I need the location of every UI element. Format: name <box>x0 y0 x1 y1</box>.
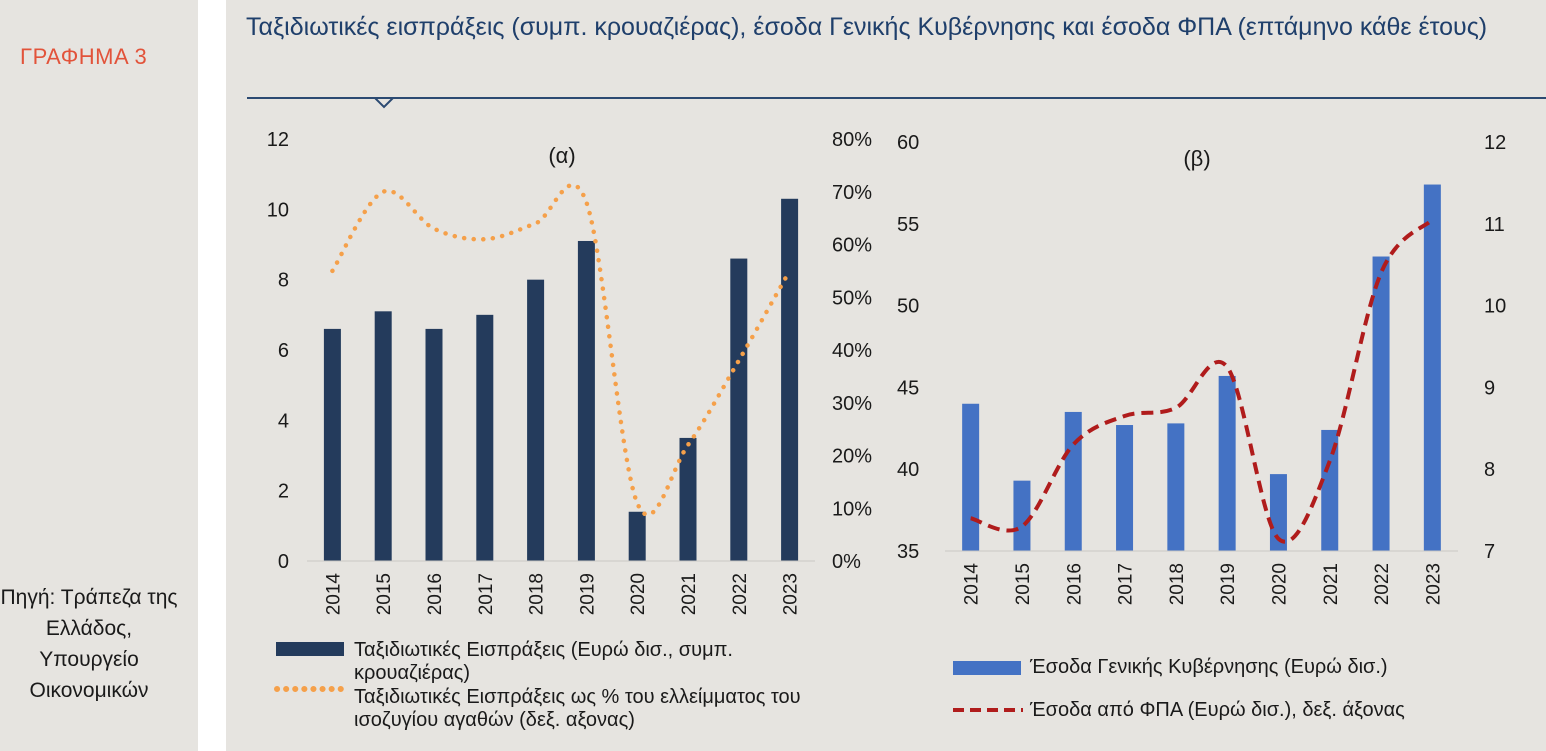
right-axis-tick: 10 <box>1484 296 1506 318</box>
bar <box>628 511 646 561</box>
left-axis-tick: 8 <box>278 270 289 292</box>
right-axis-tick: 50% <box>832 287 872 309</box>
chart-a: (α) 0 2 4 6 8 10 12 0% 10% 20% 30% 40% 50% 60% 70% 80% 20… <box>267 129 872 615</box>
x-axis-year-label: 2023 <box>1423 563 1444 605</box>
bar <box>527 279 545 561</box>
bar <box>1013 480 1031 551</box>
left-axis-tick: 55 <box>897 214 919 236</box>
x-axis-year-label: 2020 <box>1269 563 1290 605</box>
x-axis-year-label: 2022 <box>1372 563 1393 605</box>
right-axis-tick: 30% <box>832 393 872 415</box>
title-rule <box>247 97 1546 109</box>
bar <box>730 258 748 561</box>
x-axis-year-label: 2023 <box>781 573 802 615</box>
x-axis-year-label: 2017 <box>476 573 497 615</box>
right-axis-tick: 20% <box>832 446 872 468</box>
x-axis-year-label: 2016 <box>425 573 446 615</box>
line-series <box>330 182 792 517</box>
right-axis-tick: 11 <box>1484 214 1505 236</box>
x-axis-year-label: 2018 <box>527 573 548 615</box>
bar <box>1321 429 1339 551</box>
left-axis-tick: 50 <box>897 296 919 318</box>
right-axis-tick: 12 <box>1484 132 1506 154</box>
x-axis-year-label: 2017 <box>1116 563 1137 605</box>
bar <box>374 311 392 561</box>
legend-bar-swatch-blue <box>953 661 1021 675</box>
bar <box>425 328 443 561</box>
chart-number-label: ΓΡΑΦΗΜΑ 3 <box>20 44 148 69</box>
x-axis-year-label: 2022 <box>730 573 751 615</box>
left-axis-tick: 6 <box>278 340 289 362</box>
bar <box>323 328 341 561</box>
x-axis-year-label: 2018 <box>1167 563 1188 605</box>
bar <box>476 314 494 561</box>
source-note: Πηγή: Τράπεζα της Ελλάδος, Υπουργείο Οικ… <box>0 586 178 702</box>
bar <box>577 240 595 561</box>
right-axis-tick: 8 <box>1484 459 1495 481</box>
bar <box>1218 375 1236 551</box>
bar <box>1064 411 1082 551</box>
left-axis-tick: 2 <box>278 481 289 503</box>
legend-dotted-swatch <box>274 686 347 692</box>
right-axis-tick: 10% <box>832 498 872 520</box>
left-axis-tick: 60 <box>897 132 919 154</box>
chart-title: Ταξιδιωτικές εισπράξεις (συμπ. κρουαζιέρ… <box>246 13 1488 41</box>
sidebar: ΓΡΑΦΗΜΑ 3 Πηγή: Τράπεζα της Ελλάδος, Υπο… <box>0 0 198 751</box>
right-axis-tick: 70% <box>832 182 872 204</box>
x-axis-year-label: 2016 <box>1064 563 1085 605</box>
bar <box>962 403 980 551</box>
legend-dashed-swatch <box>953 708 1023 712</box>
chart-subtitle: (α) <box>548 143 575 168</box>
x-axis-year-label: 2021 <box>679 573 700 615</box>
left-axis-tick: 10 <box>267 199 289 221</box>
legend-b-series-2: Έσοδα από ΦΠΑ (Ευρώ δισ.), δεξ. άξονας <box>1030 699 1405 721</box>
chart-b: (β) 35 40 45 50 55 60 7 8 9 10 11 12 2014 2015 2016 2017… <box>897 132 1506 605</box>
left-axis-tick: 45 <box>897 377 919 399</box>
bar <box>1423 184 1441 551</box>
bar <box>1269 474 1287 551</box>
x-axis-year-label: 2014 <box>962 563 983 606</box>
x-axis-year-label: 2015 <box>374 573 395 615</box>
legend-bar-swatch-navy <box>276 642 344 656</box>
bar <box>1116 425 1134 551</box>
chart-panel <box>226 0 1546 751</box>
right-axis-tick: 7 <box>1484 541 1495 563</box>
legend-a-series-2: Ταξιδιωτικές Εισπράξεις ως % του ελλείμμ… <box>354 686 801 731</box>
chart-subtitle: (β) <box>1183 146 1210 171</box>
right-axis-tick: 9 <box>1484 377 1495 399</box>
legend-a-series-1: Ταξιδιωτικές Εισπράξεις (Ευρώ δισ., συμπ… <box>354 639 733 684</box>
right-axis-tick: 0% <box>832 551 861 573</box>
right-axis-tick: 60% <box>832 235 872 257</box>
x-axis-year-label: 2020 <box>628 573 649 615</box>
right-axis-tick: 80% <box>832 129 872 151</box>
bar <box>679 437 697 561</box>
left-axis-tick: 35 <box>897 541 919 563</box>
bar <box>1167 423 1185 551</box>
left-axis-tick: 4 <box>278 410 289 432</box>
x-axis-year-label: 2015 <box>1013 563 1034 605</box>
legend-b-series-1: Έσοδα Γενικής Κυβέρνησης (Ευρώ δισ.) <box>1030 656 1388 678</box>
right-axis-tick: 40% <box>832 340 872 362</box>
x-axis-year-label: 2019 <box>577 573 598 615</box>
bar <box>1372 256 1390 551</box>
left-axis-tick: 0 <box>278 551 289 573</box>
x-axis-year-label: 2014 <box>323 573 344 616</box>
x-axis-year-label: 2019 <box>1218 563 1239 605</box>
left-axis-tick: 40 <box>897 459 919 481</box>
line-series <box>970 218 1434 544</box>
x-axis-year-label: 2021 <box>1321 563 1342 605</box>
bar <box>781 198 799 562</box>
left-axis-tick: 12 <box>267 129 289 151</box>
